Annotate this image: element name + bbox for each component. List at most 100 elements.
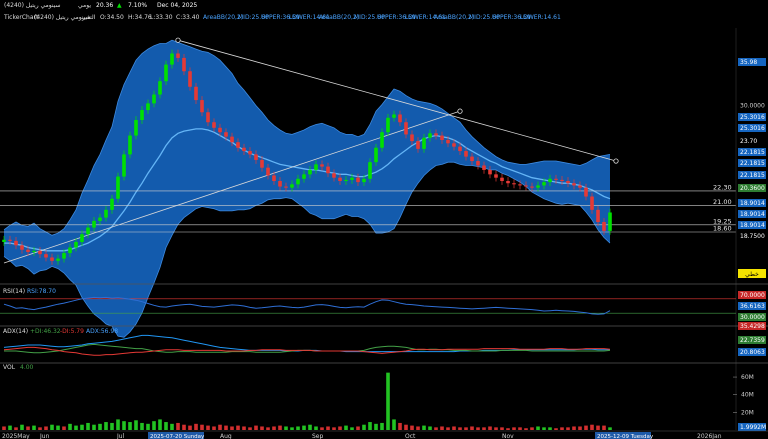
candle-body bbox=[32, 250, 36, 252]
volume-bar bbox=[374, 423, 378, 430]
candle-body bbox=[212, 122, 216, 128]
volume-bar bbox=[410, 425, 414, 430]
candle-body bbox=[500, 177, 504, 181]
volume-bar bbox=[62, 426, 66, 430]
volume-axis-tick: 20M bbox=[741, 409, 754, 416]
volume-bar bbox=[308, 424, 312, 430]
minus-di-line bbox=[3, 346, 611, 356]
bollinger-legend-item: AreaBB(20,2) bbox=[203, 14, 244, 21]
candle-body bbox=[308, 169, 312, 175]
bollinger-legend-item: LOWER:14.61 bbox=[405, 14, 446, 21]
volume-bar bbox=[182, 424, 186, 430]
candle-body bbox=[374, 147, 378, 163]
low-value: L:33.30 bbox=[150, 14, 173, 21]
candle-body bbox=[296, 178, 300, 185]
bollinger-legend-item: AreaBB(20,2) bbox=[434, 14, 475, 21]
candle-body bbox=[56, 258, 60, 261]
candle-body bbox=[116, 176, 120, 199]
candle-body bbox=[356, 177, 360, 183]
volume-bar bbox=[584, 425, 588, 430]
candle-body bbox=[44, 254, 48, 258]
time-cursor-box bbox=[595, 432, 651, 439]
candle-body bbox=[278, 181, 282, 187]
header-bar: سينومي ريتيل (4240) يومي 20.36 ▲ 7.10% D… bbox=[0, 2, 768, 13]
candle-body bbox=[494, 174, 498, 178]
candle-body bbox=[416, 141, 420, 149]
price-axis-badge bbox=[738, 58, 766, 66]
candle-body bbox=[110, 198, 114, 210]
minus-di-value: -DI:5.79 bbox=[60, 328, 84, 335]
volume-bar bbox=[344, 425, 348, 430]
candle-body bbox=[320, 164, 324, 167]
volume-bar bbox=[218, 424, 222, 430]
bollinger-legend-item: MID:25.60 bbox=[354, 14, 385, 21]
volume-bar bbox=[392, 419, 396, 430]
volume-bar bbox=[38, 427, 42, 430]
candle-body bbox=[338, 177, 342, 181]
volume-bar bbox=[302, 425, 306, 430]
bollinger-band-area bbox=[4, 40, 610, 338]
volume-axis-tick: 40M bbox=[741, 392, 754, 399]
volume-axis-badge bbox=[738, 423, 766, 431]
last-date: Dec 04, 2025 bbox=[157, 2, 198, 9]
candle-body bbox=[164, 64, 168, 82]
candle-body bbox=[362, 178, 366, 183]
price-axis-badge bbox=[738, 210, 766, 218]
volume-bar bbox=[488, 426, 492, 430]
price-axis-badge-text: 18.9014 bbox=[740, 200, 765, 207]
price-axis-badge-text: 22.1815 bbox=[740, 149, 765, 156]
candle-body bbox=[218, 127, 222, 133]
change-percent: 7.10% bbox=[128, 2, 148, 9]
volume-bar bbox=[476, 427, 480, 430]
candle-body bbox=[404, 122, 408, 135]
bollinger-legend-item: UPPER:36.59 bbox=[492, 14, 531, 21]
volume-bar bbox=[332, 427, 336, 430]
adx-axis-badge-text: 20.8063 bbox=[740, 349, 765, 356]
volume-bar bbox=[536, 426, 540, 430]
trendline-handle bbox=[613, 158, 619, 164]
volume-bar bbox=[44, 426, 48, 430]
volume-bar bbox=[260, 426, 264, 430]
candle-body bbox=[134, 120, 138, 136]
volume-bar bbox=[92, 424, 96, 430]
volume-bar bbox=[56, 425, 60, 430]
candle-body bbox=[398, 114, 402, 123]
candle-body bbox=[80, 234, 84, 242]
candle-body bbox=[380, 132, 384, 148]
rsi-axis-badge-text: 36.6163 bbox=[740, 303, 765, 310]
rsi-axis-badge bbox=[738, 322, 766, 330]
candle-body bbox=[26, 249, 30, 252]
volume-bar bbox=[452, 426, 456, 430]
rsi-title: RSI(14) bbox=[3, 288, 25, 295]
time-cursor-box bbox=[148, 432, 204, 439]
price-level-label: 19.25 bbox=[713, 217, 732, 225]
candle-body bbox=[542, 182, 546, 186]
candle-body bbox=[332, 173, 336, 178]
candle-body bbox=[548, 178, 552, 183]
volume-bar bbox=[428, 426, 432, 430]
candle-body bbox=[350, 177, 354, 180]
plus-di-value: +DI:46.32 bbox=[30, 328, 61, 335]
candle-body bbox=[608, 212, 612, 231]
period-label[interactable]: يومي bbox=[78, 2, 91, 9]
price-axis-badge bbox=[738, 221, 766, 229]
bollinger-lower-line bbox=[3, 161, 611, 338]
volume-bar bbox=[590, 424, 594, 430]
adx-axis-badge-text: 22.7359 bbox=[740, 337, 765, 344]
volume-bar bbox=[320, 427, 324, 430]
candle-body bbox=[146, 103, 150, 111]
volume-bar bbox=[296, 426, 300, 430]
candle-body bbox=[302, 174, 306, 179]
candle-body bbox=[248, 151, 252, 155]
time-axis-label: Jul bbox=[116, 433, 125, 439]
candle-body bbox=[20, 245, 24, 250]
candle-body bbox=[122, 154, 126, 177]
candle-body bbox=[464, 151, 468, 157]
rsi-axis-badge-text: 35.4298 bbox=[740, 323, 765, 330]
time-axis-label: Nov bbox=[502, 433, 514, 439]
candle-body bbox=[326, 166, 330, 174]
volume-bar bbox=[524, 428, 528, 430]
price-axis-badge-text: 22.1815 bbox=[740, 172, 765, 179]
volume-bar bbox=[398, 422, 402, 430]
